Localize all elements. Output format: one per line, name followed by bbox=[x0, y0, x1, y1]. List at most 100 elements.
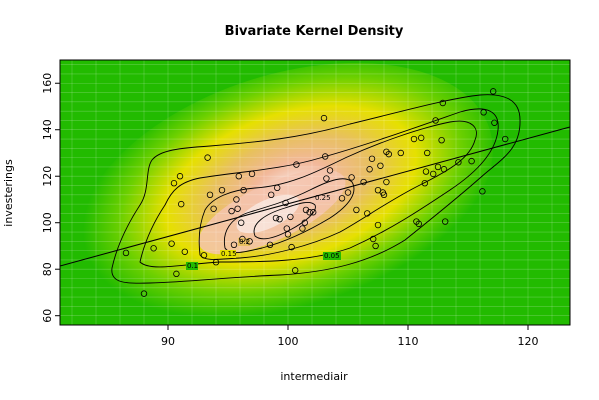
data-points bbox=[122, 88, 509, 297]
data-point bbox=[468, 157, 475, 165]
data-point bbox=[383, 178, 390, 186]
data-point bbox=[233, 196, 240, 203]
data-point bbox=[230, 241, 238, 249]
data-point bbox=[284, 231, 292, 238]
contour-label-005: 0.05 bbox=[324, 252, 340, 260]
data-point bbox=[240, 186, 247, 194]
data-point bbox=[418, 134, 425, 142]
data-point bbox=[272, 214, 280, 222]
data-point bbox=[320, 114, 328, 122]
contour-015 bbox=[198, 120, 477, 260]
data-point bbox=[353, 206, 360, 214]
regression-line bbox=[60, 126, 570, 267]
plot-border bbox=[59, 59, 571, 326]
contour-005 bbox=[111, 94, 521, 284]
data-point bbox=[432, 117, 439, 124]
data-point bbox=[299, 225, 306, 232]
data-point bbox=[377, 162, 384, 169]
y-tick-label: 120 bbox=[41, 166, 54, 187]
data-point bbox=[385, 150, 392, 158]
x-tick-label: 90 bbox=[161, 335, 175, 348]
contour-010 bbox=[139, 108, 499, 268]
contour-025 bbox=[253, 201, 316, 240]
data-point bbox=[177, 200, 185, 208]
data-point bbox=[421, 180, 428, 187]
data-point bbox=[368, 155, 376, 162]
x-tick-label: 120 bbox=[518, 335, 539, 348]
data-point bbox=[502, 135, 509, 143]
data-point bbox=[206, 191, 214, 199]
data-point bbox=[122, 249, 130, 257]
data-point bbox=[310, 209, 317, 216]
data-point bbox=[442, 218, 449, 225]
data-point bbox=[239, 235, 246, 243]
y-tick-label: 100 bbox=[41, 212, 54, 233]
chart-title: Bivariate Kernel Density bbox=[225, 24, 404, 39]
data-point bbox=[348, 174, 355, 181]
data-point bbox=[490, 88, 497, 95]
data-point bbox=[181, 248, 188, 255]
data-point bbox=[438, 136, 445, 144]
data-point bbox=[228, 207, 235, 215]
data-point bbox=[455, 159, 462, 166]
data-point bbox=[439, 99, 446, 107]
data-point bbox=[434, 163, 442, 171]
y-axis: 60 80 100 120 140 160 bbox=[41, 73, 60, 323]
data-point bbox=[276, 216, 283, 223]
contour-label-01: 0.1 bbox=[187, 262, 198, 270]
data-point bbox=[364, 210, 371, 217]
data-point bbox=[218, 186, 226, 194]
data-point bbox=[234, 205, 241, 212]
contour-label-015: 0.15 bbox=[221, 250, 237, 258]
data-point bbox=[176, 173, 184, 180]
data-point bbox=[150, 245, 157, 252]
x-axis-label: intermediair bbox=[280, 370, 348, 383]
y-tick-label: 160 bbox=[41, 73, 54, 94]
data-point bbox=[344, 189, 352, 196]
data-point bbox=[370, 235, 377, 243]
data-point bbox=[326, 167, 334, 174]
data-point bbox=[415, 220, 422, 228]
plot-area: 0.05 0.1 0.15 0.2 0.25 bbox=[59, 59, 571, 326]
y-tick-label: 60 bbox=[41, 309, 54, 323]
data-point bbox=[170, 180, 178, 187]
data-point bbox=[322, 153, 329, 160]
x-tick-label: 110 bbox=[398, 335, 419, 348]
data-point bbox=[301, 219, 308, 226]
data-point bbox=[268, 191, 275, 199]
y-tick-label: 80 bbox=[41, 262, 54, 276]
data-point bbox=[380, 191, 388, 199]
data-point bbox=[293, 161, 300, 168]
data-point bbox=[288, 243, 295, 251]
data-point bbox=[168, 240, 175, 247]
y-tick-label: 140 bbox=[41, 119, 54, 140]
data-point bbox=[491, 119, 498, 126]
data-point bbox=[204, 154, 211, 161]
contour-lines bbox=[111, 94, 521, 284]
data-point bbox=[338, 195, 346, 202]
data-point bbox=[479, 188, 486, 195]
data-point bbox=[480, 109, 487, 116]
data-point bbox=[292, 267, 299, 274]
data-point bbox=[210, 205, 217, 212]
data-point bbox=[140, 290, 148, 297]
contour-label-02: 0.2 bbox=[239, 238, 250, 246]
data-point bbox=[246, 238, 253, 245]
data-point bbox=[397, 149, 404, 157]
data-point bbox=[173, 270, 180, 278]
data-point bbox=[283, 225, 290, 232]
data-point bbox=[422, 168, 430, 175]
contour-labels: 0.05 0.1 0.15 0.2 0.25 bbox=[186, 194, 341, 270]
data-point bbox=[372, 242, 379, 250]
data-point bbox=[374, 221, 382, 229]
data-point bbox=[274, 184, 281, 192]
data-point bbox=[235, 173, 242, 180]
x-tick-label: 100 bbox=[278, 335, 299, 348]
data-point bbox=[237, 219, 245, 226]
data-point bbox=[410, 135, 418, 143]
data-point bbox=[323, 175, 330, 182]
y-axis-label: investerings bbox=[2, 159, 15, 227]
data-point bbox=[424, 149, 431, 157]
data-point bbox=[430, 170, 437, 178]
